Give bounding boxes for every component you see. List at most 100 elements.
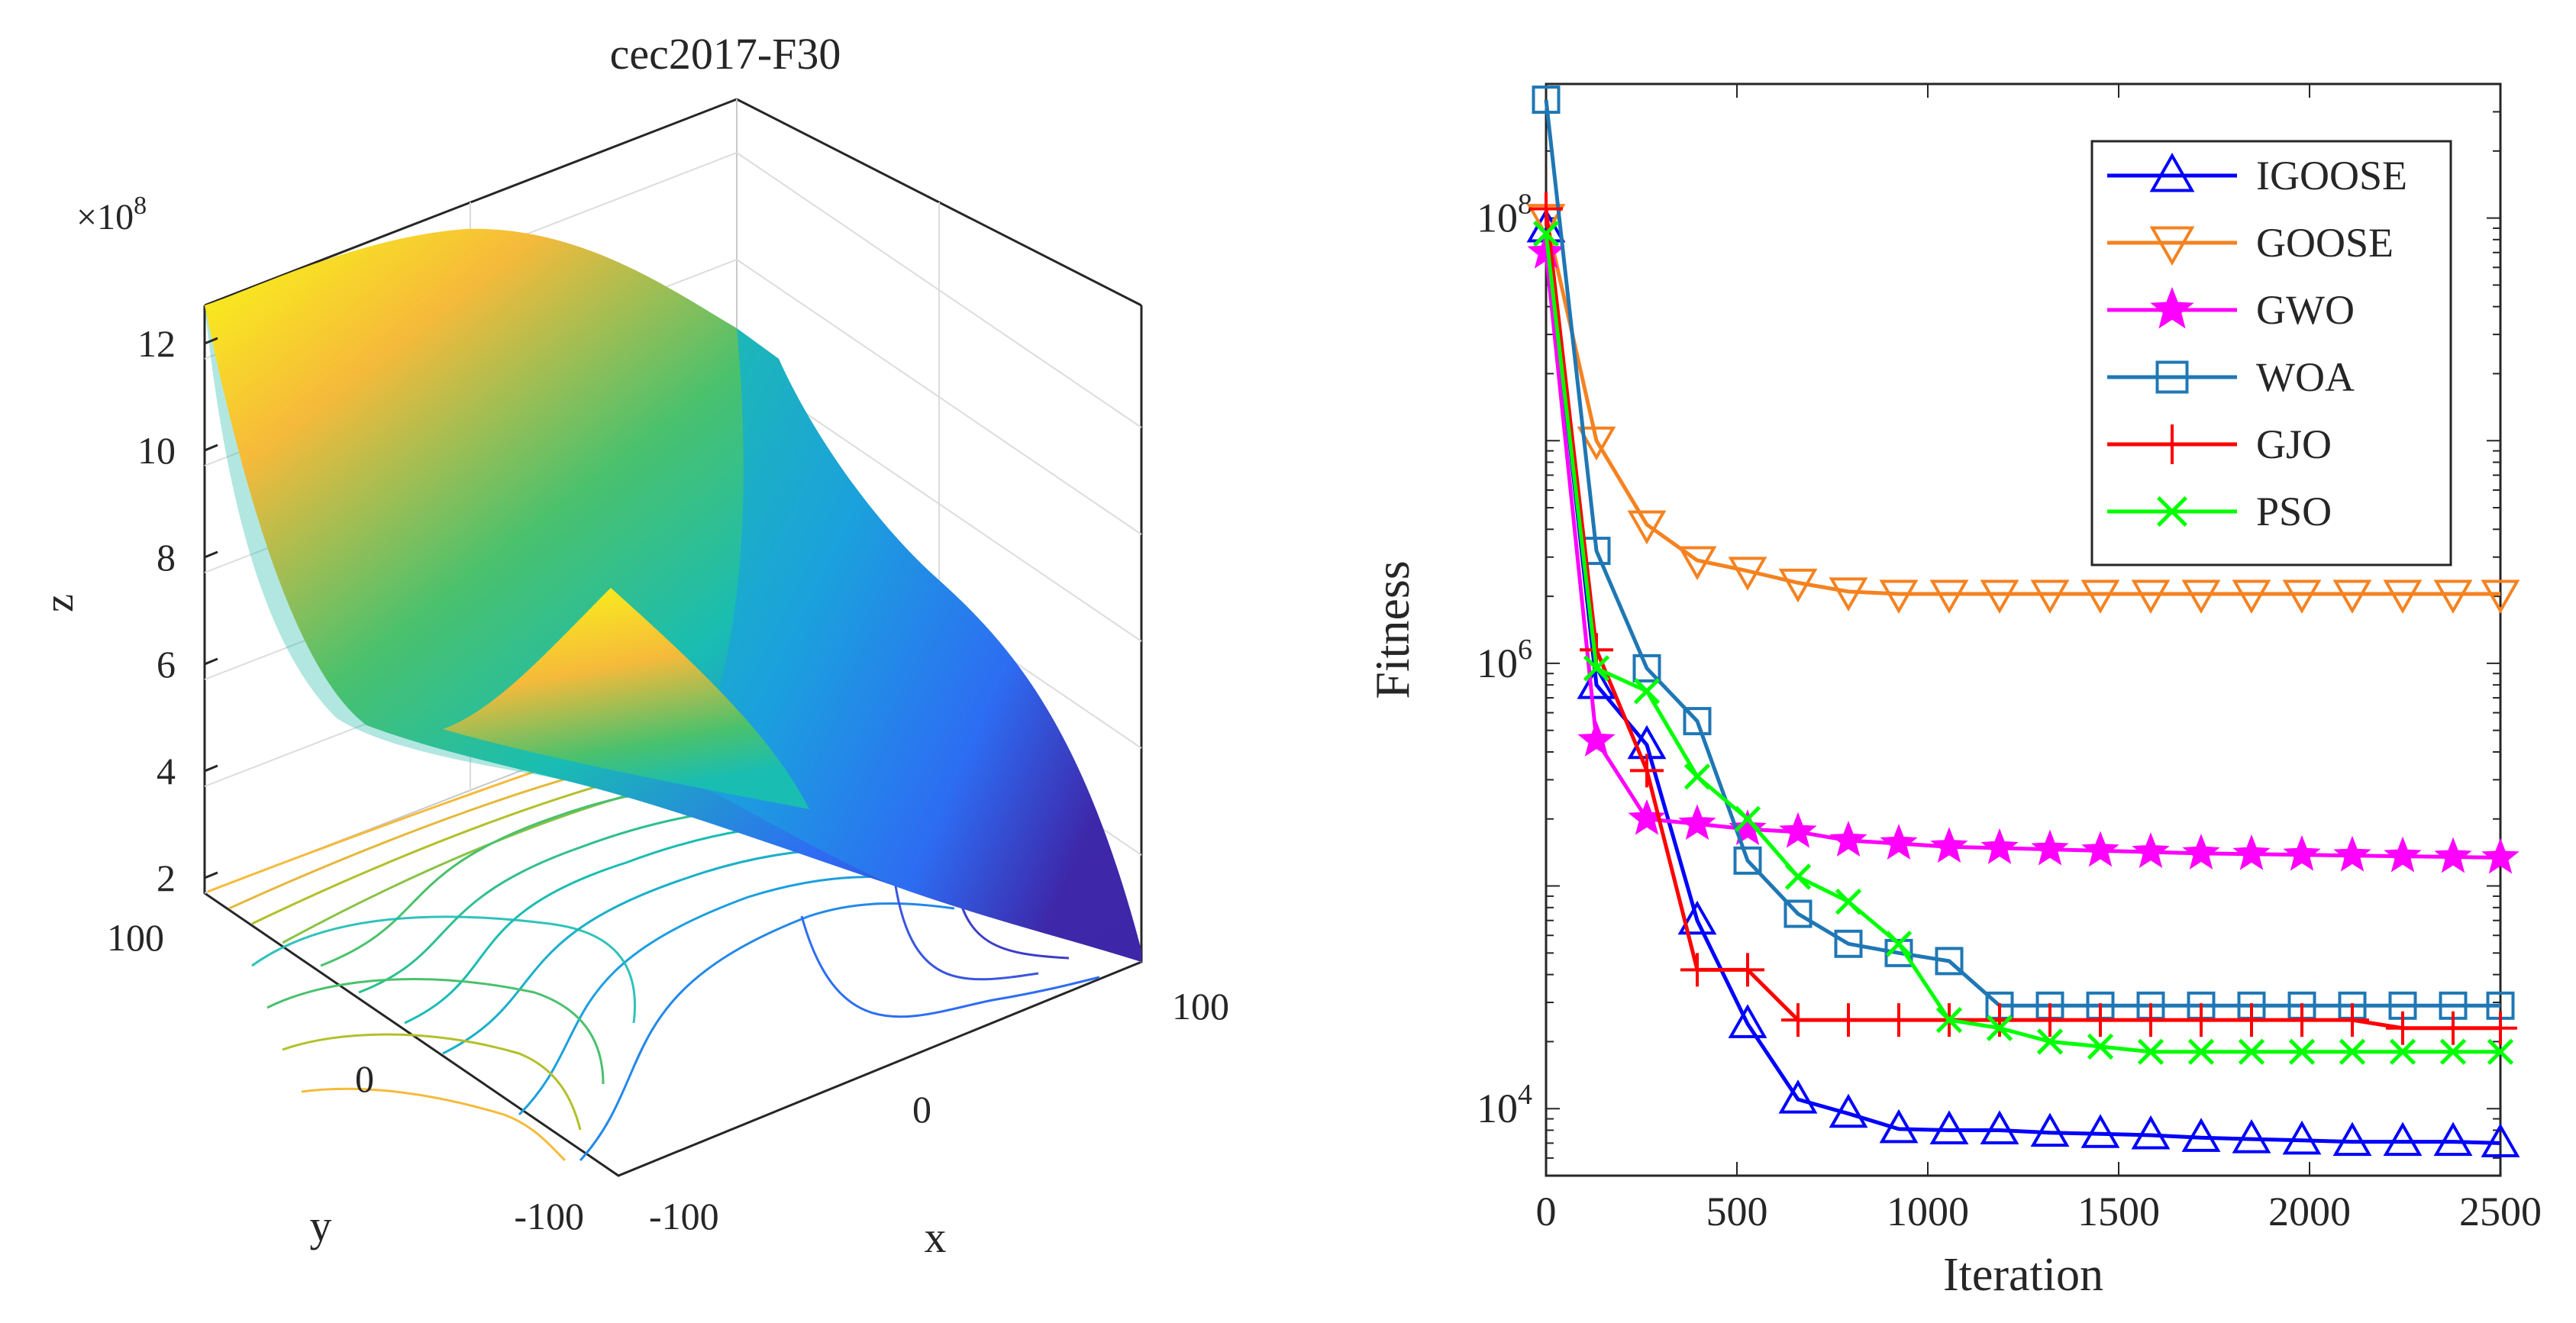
y-tick-100: 100 [107, 916, 164, 959]
data-point [2149, 152, 2195, 192]
x-tick-label: 1500 [2077, 1189, 2160, 1234]
legend-label: WOA [2256, 354, 2355, 400]
z-tick-6: 6 [157, 643, 176, 686]
fitness-axis-label: Fitness [1365, 560, 1419, 699]
y-tick-0: 0 [355, 1057, 374, 1100]
x-tick-minus100: -100 [649, 1195, 719, 1237]
data-point [2131, 579, 2171, 615]
data-point [2131, 1115, 2171, 1150]
data-point [2181, 1118, 2221, 1152]
data-point [1980, 1110, 2019, 1144]
data-point [2080, 579, 2120, 615]
data-point [1677, 900, 1717, 935]
data-point [2157, 496, 2187, 527]
y-axis-label: y [310, 1201, 332, 1250]
legend-label: GJO [2256, 421, 2332, 467]
data-point [2389, 1038, 2416, 1065]
x-tick-label: 2500 [2459, 1189, 2542, 1234]
data-point [2433, 1121, 2473, 1157]
series-group [1526, 86, 2520, 1157]
data-point [2137, 1038, 2164, 1065]
data-point [2031, 829, 2069, 866]
data-point [1529, 192, 1563, 226]
data-point [1829, 821, 1867, 857]
x-tick-100: 100 [1172, 985, 1229, 1028]
legend-box [2090, 140, 2452, 566]
z-multiplier: ×108 [76, 192, 147, 237]
z-axis [204, 337, 218, 879]
legend-item-gwo: GWO [2107, 286, 2355, 333]
data-point [2336, 1003, 2369, 1037]
data-point [1583, 655, 1610, 682]
data-point [1935, 1006, 1963, 1034]
legend-label: GWO [2256, 287, 2355, 333]
data-point [2081, 831, 2119, 867]
series-line [1544, 99, 2500, 1008]
series-goose [1526, 204, 2520, 615]
series-gjo [1529, 192, 2517, 1045]
data-point [1929, 1110, 1969, 1144]
data-point [1880, 824, 1918, 860]
legend-label: PSO [2256, 489, 2332, 534]
data-point [1633, 678, 1661, 705]
data-point [2134, 1003, 2168, 1037]
data-point [2181, 579, 2221, 615]
legend-item-woa: WOA [2107, 354, 2355, 400]
data-point [1829, 1093, 1868, 1128]
data-point [2481, 837, 2520, 874]
data-point [1577, 426, 1616, 461]
iteration-axis-label: Iteration [1943, 1249, 2103, 1301]
data-point [1734, 805, 1761, 832]
data-point [2339, 1038, 2366, 1065]
x-tick-0: 0 [912, 1088, 931, 1131]
data-point [2383, 1121, 2423, 1157]
data-point [2386, 1011, 2419, 1045]
data-point [1683, 763, 1711, 790]
data-point [2383, 579, 2423, 615]
series-pso [1532, 221, 2514, 1065]
data-point [2084, 1003, 2117, 1037]
data-point [1885, 931, 1913, 957]
data-point [2285, 1003, 2319, 1037]
data-point [1683, 707, 1712, 736]
data-point [2150, 286, 2194, 329]
y-tick-label: 104 [1477, 1079, 1532, 1131]
data-point [1882, 1003, 1916, 1037]
data-point [2433, 579, 2473, 615]
data-point [1983, 1003, 2016, 1037]
data-point [2282, 1120, 2322, 1155]
data-point [1778, 1079, 1818, 1114]
data-point [2238, 1038, 2265, 1065]
surface-right-face [687, 328, 1141, 962]
z-tick-4: 4 [157, 750, 176, 792]
data-point [1834, 929, 1863, 958]
data-point [1784, 899, 1813, 928]
data-point [1728, 1004, 1767, 1038]
data-point [2184, 1003, 2218, 1037]
data-point [2481, 579, 2520, 615]
data-point [2384, 836, 2422, 873]
data-point [1832, 1003, 1865, 1037]
z-tick-10: 10 [137, 429, 176, 472]
data-point [2434, 837, 2472, 873]
data-point [2487, 1038, 2514, 1065]
data-point [1632, 653, 1661, 682]
data-point [1930, 827, 1968, 863]
data-point [1532, 221, 1560, 247]
data-point [2155, 360, 2189, 394]
z-tick-8: 8 [157, 536, 176, 579]
series-gwo [1527, 232, 2520, 874]
x-tick-label: 1000 [1887, 1189, 1969, 1234]
data-point [2132, 832, 2170, 869]
data-point [1829, 577, 1868, 611]
data-point [1929, 579, 1969, 615]
data-point [2484, 1011, 2517, 1045]
data-point [1781, 1003, 1815, 1037]
data-point [1680, 953, 1714, 987]
data-point [1728, 557, 1767, 591]
z-axis-label: z [36, 594, 82, 612]
z-tick-2: 2 [157, 857, 176, 899]
data-point [2235, 1003, 2268, 1037]
data-point [1627, 510, 1667, 545]
data-point [2182, 834, 2220, 870]
